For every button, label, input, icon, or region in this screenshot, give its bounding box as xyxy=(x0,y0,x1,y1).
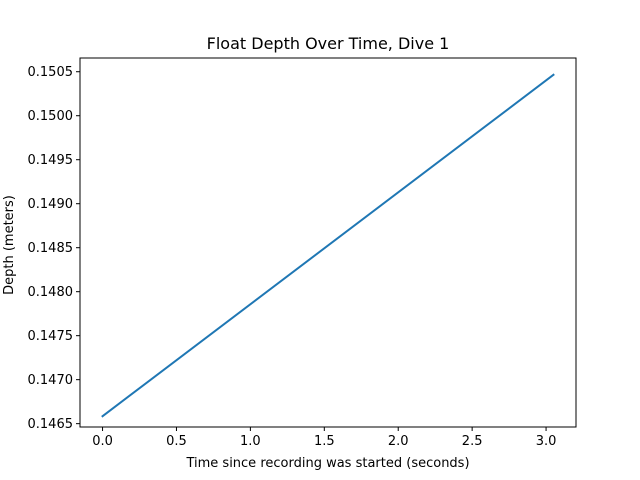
y-tick-label: 0.1500 xyxy=(28,109,74,124)
axes-frame xyxy=(79,57,577,428)
y-tick-label: 0.1465 xyxy=(28,417,74,432)
y-tick-label: 0.1490 xyxy=(28,197,74,212)
y-tick-label: 0.1505 xyxy=(28,65,74,80)
x-tick-label: 1.5 xyxy=(314,434,335,449)
x-tick-label: 1.0 xyxy=(240,434,261,449)
plot-area xyxy=(79,57,577,428)
y-tick-label: 0.1475 xyxy=(28,329,74,344)
x-tick-label: 2.5 xyxy=(462,434,483,449)
x-axis-label: Time since recording was started (second… xyxy=(185,456,469,471)
y-axis-label: Depth (meters) xyxy=(2,195,17,295)
chart-title: Float Depth Over Time, Dive 1 xyxy=(207,34,450,53)
y-tick-label: 0.1495 xyxy=(28,153,74,168)
series-line-0 xyxy=(101,73,555,418)
y-axis-ticks: 0.1465 0.1470 0.1475 0.1480 0.1485 0.1490 0.14… xyxy=(28,65,80,432)
y-tick-label: 0.1470 xyxy=(28,373,74,388)
x-axis-ticks: 0.0 0.5 1.0 1.5 2.0 2.5 3.0 xyxy=(92,427,556,449)
x-tick-label: 3.0 xyxy=(536,434,557,449)
x-tick-label: 2.0 xyxy=(388,434,409,449)
x-tick-label: 0.0 xyxy=(92,434,113,449)
x-tick-label: 0.5 xyxy=(166,434,187,449)
y-tick-label: 0.1485 xyxy=(28,241,74,256)
y-tick-label: 0.1480 xyxy=(28,285,74,300)
